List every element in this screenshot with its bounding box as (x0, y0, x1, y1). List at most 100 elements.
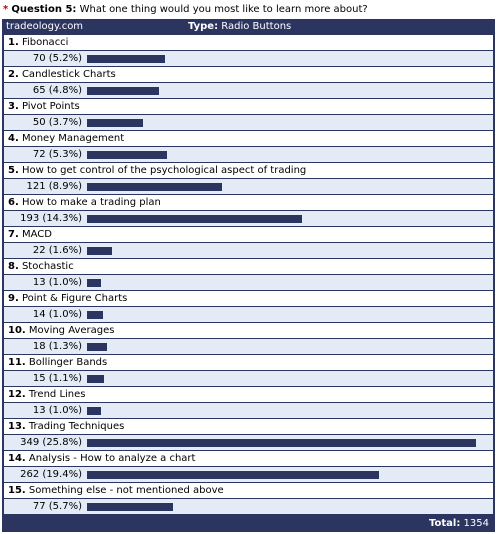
type-label: Type: (188, 21, 219, 32)
option-label-row: 13. Trading Techniques (4, 419, 493, 434)
option-row: 15. Something else - not mentioned above… (4, 483, 493, 514)
option-result-row: 72 (5.3%) (4, 147, 493, 162)
option-row: 11. Bollinger Bands 15 (1.1%) (4, 355, 493, 386)
option-result-bar (87, 151, 167, 159)
option-result-text: 14 (1.0%) (32, 309, 82, 320)
option-label: How to make a trading plan (21, 197, 161, 208)
option-number: 8. (8, 261, 19, 272)
option-result-row: 262 (19.4%) (4, 467, 493, 482)
required-marker: * (3, 4, 9, 15)
option-result-bar (87, 183, 222, 191)
option-label-row: 2. Candlestick Charts (4, 67, 493, 82)
option-row: 1. Fibonacci 70 (5.2%) (4, 35, 493, 66)
option-label-row: 1. Fibonacci (4, 35, 493, 50)
option-row: 3. Pivot Points 50 (3.7%) (4, 99, 493, 130)
option-result-text: 349 (25.8%) (20, 437, 82, 448)
results-footer: Total: 1354 (2, 516, 495, 532)
option-result-row: 121 (8.9%) (4, 179, 493, 194)
option-result-row: 70 (5.2%) (4, 51, 493, 66)
option-label-row: 7. MACD (4, 227, 493, 242)
option-result-row: 77 (5.7%) (4, 499, 493, 514)
option-result-row: 13 (1.0%) (4, 275, 493, 290)
option-result-bar (87, 471, 379, 479)
option-result-bar (87, 55, 165, 63)
option-row: 10. Moving Averages 18 (1.3%) (4, 323, 493, 354)
option-number: 5. (8, 165, 19, 176)
option-result-bar (87, 375, 104, 383)
option-result-row: 50 (3.7%) (4, 115, 493, 130)
option-label: Pivot Points (21, 101, 80, 112)
option-result-row: 193 (14.3%) (4, 211, 493, 226)
option-label: MACD (21, 229, 52, 240)
option-label: Moving Averages (28, 325, 115, 336)
option-result-bar (87, 87, 159, 95)
option-result-bar (87, 279, 101, 287)
option-result-bar (87, 311, 103, 319)
option-row: 9. Point & Figure Charts 14 (1.0%) (4, 291, 493, 322)
option-label: Bollinger Bands (28, 357, 108, 368)
option-result-row: 14 (1.0%) (4, 307, 493, 322)
option-number: 12. (8, 389, 26, 400)
option-label: Stochastic (21, 261, 74, 272)
option-number: 1. (8, 37, 19, 48)
option-label-row: 10. Moving Averages (4, 323, 493, 338)
option-label: Analysis - How to analyze a chart (28, 453, 196, 464)
option-label-row: 8. Stochastic (4, 259, 493, 274)
option-result-bar (87, 119, 143, 127)
option-label: Candlestick Charts (21, 69, 116, 80)
option-result-bar (87, 439, 476, 447)
option-row: 12. Trend Lines 13 (1.0%) (4, 387, 493, 418)
option-number: 11. (8, 357, 26, 368)
option-row: 14. Analysis - How to analyze a chart 262… (4, 451, 493, 482)
option-row: 13. Trading Techniques 349 (25.8%) (4, 419, 493, 450)
option-result-text: 77 (5.7%) (32, 501, 82, 512)
option-result-bar (87, 503, 173, 511)
question-heading: * Question 5: What one thing would you m… (3, 3, 368, 17)
option-row: 6. How to make a trading plan 193 (14.3%) (4, 195, 493, 226)
option-result-row: 15 (1.1%) (4, 371, 493, 386)
option-label: Money Management (21, 133, 125, 144)
option-number: 13. (8, 421, 26, 432)
option-number: 10. (8, 325, 26, 336)
option-result-bar (87, 407, 101, 415)
option-number: 3. (8, 101, 19, 112)
question-text: What one thing would you most like to le… (79, 4, 368, 15)
option-result-row: 22 (1.6%) (4, 243, 493, 258)
option-result-text: 70 (5.2%) (32, 53, 82, 64)
option-label: How to get control of the psychological … (21, 165, 307, 176)
option-result-text: 18 (1.3%) (32, 341, 82, 352)
option-number: 2. (8, 69, 19, 80)
option-label: Point & Figure Charts (21, 293, 128, 304)
option-label-row: 9. Point & Figure Charts (4, 291, 493, 306)
option-number: 4. (8, 133, 19, 144)
option-label-row: 6. How to make a trading plan (4, 195, 493, 210)
option-result-text: 15 (1.1%) (32, 373, 82, 384)
option-result-text: 13 (1.0%) (32, 277, 82, 288)
option-row: 8. Stochastic 13 (1.0%) (4, 259, 493, 290)
option-result-text: 50 (3.7%) (32, 117, 82, 128)
option-result-row: 65 (4.8%) (4, 83, 493, 98)
site-name: tradeology.com (6, 21, 84, 32)
option-row: 4. Money Management 72 (5.3%) (4, 131, 493, 162)
question-number: Question 5: (11, 4, 77, 15)
option-label-row: 5. How to get control of the psychologic… (4, 163, 493, 178)
type-value: Radio Buttons (221, 21, 292, 32)
option-number: 6. (8, 197, 19, 208)
option-result-text: 22 (1.6%) (32, 245, 82, 256)
option-label-row: 4. Money Management (4, 131, 493, 146)
results-panel: tradeology.com Type: Radio Buttons 1. Fi… (2, 19, 495, 532)
option-label-row: 11. Bollinger Bands (4, 355, 493, 370)
option-number: 15. (8, 485, 26, 496)
option-row: 7. MACD 22 (1.6%) (4, 227, 493, 258)
option-result-row: 349 (25.8%) (4, 435, 493, 450)
option-number: 7. (8, 229, 19, 240)
option-result-row: 13 (1.0%) (4, 403, 493, 418)
option-row: 2. Candlestick Charts 65 (4.8%) (4, 67, 493, 98)
option-number: 14. (8, 453, 26, 464)
option-row: 5. How to get control of the psychologic… (4, 163, 493, 194)
option-result-text: 262 (19.4%) (20, 469, 82, 480)
option-label: Trend Lines (28, 389, 86, 400)
option-result-bar (87, 343, 107, 351)
option-label-row: 12. Trend Lines (4, 387, 493, 402)
option-result-bar (87, 215, 302, 223)
